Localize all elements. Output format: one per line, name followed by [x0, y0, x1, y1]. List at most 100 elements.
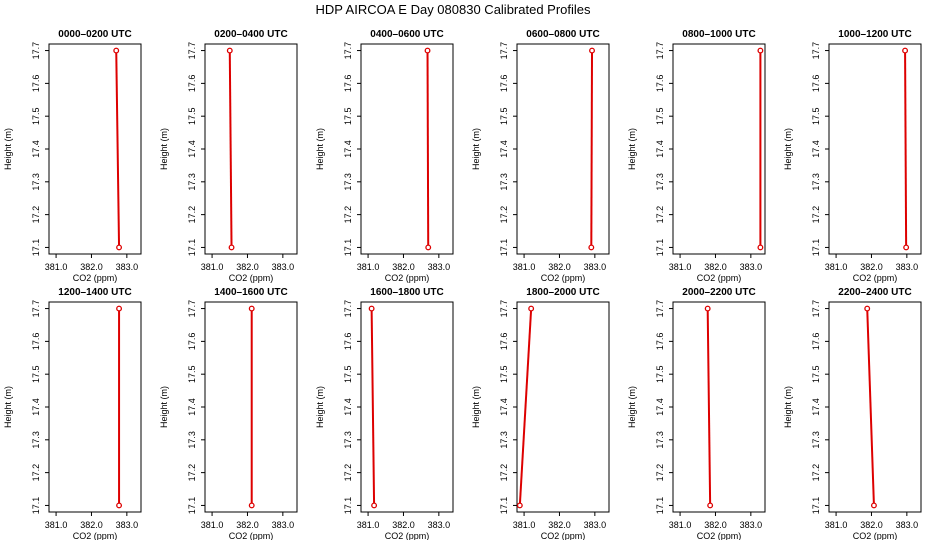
x-axis-label: CO2 (ppm) [73, 273, 118, 283]
data-point [113, 47, 120, 54]
x-tick-label: 383.0 [428, 520, 451, 530]
profile-line [706, 308, 712, 506]
y-tick-label: 17.5 [655, 107, 665, 125]
profile-line [866, 308, 875, 506]
data-point [757, 47, 764, 54]
data-point [704, 305, 711, 312]
x-tick-label: 383.0 [584, 262, 607, 272]
x-axis-label: CO2 (ppm) [385, 531, 430, 540]
x-tick-label: 383.0 [896, 262, 919, 272]
y-tick-label: 17.3 [655, 173, 665, 191]
panel-9: 1600–1800 UTC 381.0 382.0 383.0 17.1 17.2 17.3… [315, 287, 454, 540]
data-point [902, 47, 909, 54]
data-point [368, 305, 375, 312]
y-tick-label: 17.4 [655, 140, 665, 158]
panel-10: 1800–2000 UTC 381.0 382.0 383.0 17.1 17.2 17.3… [471, 287, 610, 540]
x-tick-label: 382.0 [860, 520, 883, 530]
y-tick-label: 17.3 [499, 431, 509, 449]
panel-8: 1400–1600 UTC 381.0 382.0 383.0 17.1 17.2 17.3… [159, 287, 298, 540]
y-tick-label: 17.3 [343, 431, 353, 449]
panel-title: 0400–0600 UTC [370, 29, 443, 40]
panel-4: 0600–0800 UTC 381.0 382.0 383.0 17.1 17.2 17.3… [471, 29, 610, 283]
y-tick-label: 17.1 [499, 239, 509, 257]
y-tick-label: 17.3 [811, 431, 821, 449]
plot-frame [204, 43, 298, 255]
y-tick-label: 17.2 [655, 206, 665, 224]
x-tick-label: 383.0 [740, 262, 763, 272]
data-point [757, 244, 764, 251]
panel-title: 1600–1800 UTC [370, 287, 443, 298]
data-point [371, 502, 378, 509]
x-tick-label: 381.0 [669, 262, 692, 272]
y-tick-label: 17.2 [31, 206, 41, 224]
y-tick-label: 17.2 [811, 206, 821, 224]
y-tick-label: 17.5 [811, 365, 821, 383]
x-tick-label: 383.0 [740, 520, 763, 530]
y-axis-label: Height (m) [159, 128, 169, 170]
data-point [248, 502, 255, 509]
y-axis-label: Height (m) [783, 128, 793, 170]
y-axis-label: Height (m) [315, 128, 325, 170]
profile-line [370, 308, 376, 506]
y-tick-label: 17.6 [811, 75, 821, 93]
panel-title: 1800–2000 UTC [526, 287, 599, 298]
y-tick-label: 17.1 [187, 239, 197, 257]
y-tick-label: 17.2 [811, 464, 821, 482]
figure-title: HDP AIRCOA E Day 080830 Calibrated Profi… [315, 2, 591, 17]
x-axis-label: CO2 (ppm) [853, 273, 898, 283]
x-tick-label: 382.0 [236, 520, 259, 530]
y-tick-label: 17.2 [655, 464, 665, 482]
panel-title: 0000–0200 UTC [58, 29, 131, 40]
x-tick-label: 381.0 [45, 520, 68, 530]
y-tick-label: 17.4 [499, 140, 509, 158]
profile-line [518, 308, 533, 506]
data-point [116, 244, 123, 251]
y-tick-label: 17.4 [499, 398, 509, 416]
y-tick-label: 17.5 [499, 107, 509, 125]
plot-frame [360, 301, 454, 513]
x-tick-label: 381.0 [513, 262, 536, 272]
y-tick-label: 17.4 [811, 398, 821, 416]
panel-6: 1000–1200 UTC 381.0 382.0 383.0 17.1 17.2 17.3… [783, 29, 922, 283]
data-point [424, 47, 431, 54]
data-point [528, 305, 535, 312]
panel-title: 2000–2200 UTC [682, 287, 755, 298]
panel-5: 0800–1000 UTC 381.0 382.0 383.0 17.1 17.2 17.3… [627, 29, 766, 283]
y-tick-label: 17.5 [187, 365, 197, 383]
x-tick-label: 381.0 [513, 520, 536, 530]
y-tick-label: 17.1 [811, 239, 821, 257]
y-tick-label: 17.4 [31, 398, 41, 416]
y-tick-label: 17.7 [499, 42, 509, 60]
data-point [903, 244, 910, 251]
y-tick-label: 17.4 [187, 398, 197, 416]
plot-frame [516, 43, 610, 255]
y-tick-label: 17.1 [499, 497, 509, 515]
y-tick-label: 17.6 [655, 75, 665, 93]
x-tick-label: 383.0 [584, 520, 607, 530]
data-point [425, 244, 432, 251]
plot-frame [828, 43, 922, 255]
plot-frame [672, 301, 766, 513]
y-tick-label: 17.7 [655, 42, 665, 60]
y-tick-label: 17.5 [811, 107, 821, 125]
y-tick-label: 17.1 [343, 497, 353, 515]
data-point [864, 305, 871, 312]
y-tick-label: 17.6 [499, 75, 509, 93]
y-tick-label: 17.6 [499, 333, 509, 351]
y-tick-label: 17.4 [343, 140, 353, 158]
x-tick-label: 381.0 [201, 520, 224, 530]
y-axis-label: Height (m) [627, 386, 637, 428]
y-axis-label: Height (m) [3, 128, 13, 170]
x-tick-label: 383.0 [116, 520, 139, 530]
y-tick-label: 17.3 [655, 431, 665, 449]
panel-12: 2200–2400 UTC 381.0 382.0 383.0 17.1 17.2 17.3… [783, 287, 922, 540]
y-tick-label: 17.6 [343, 333, 353, 351]
y-tick-label: 17.6 [187, 333, 197, 351]
y-tick-label: 17.5 [31, 107, 41, 125]
plot-frame [48, 43, 142, 255]
x-tick-label: 383.0 [272, 520, 295, 530]
x-tick-label: 382.0 [704, 520, 727, 530]
panel-title: 0800–1000 UTC [682, 29, 755, 40]
y-tick-label: 17.2 [31, 464, 41, 482]
